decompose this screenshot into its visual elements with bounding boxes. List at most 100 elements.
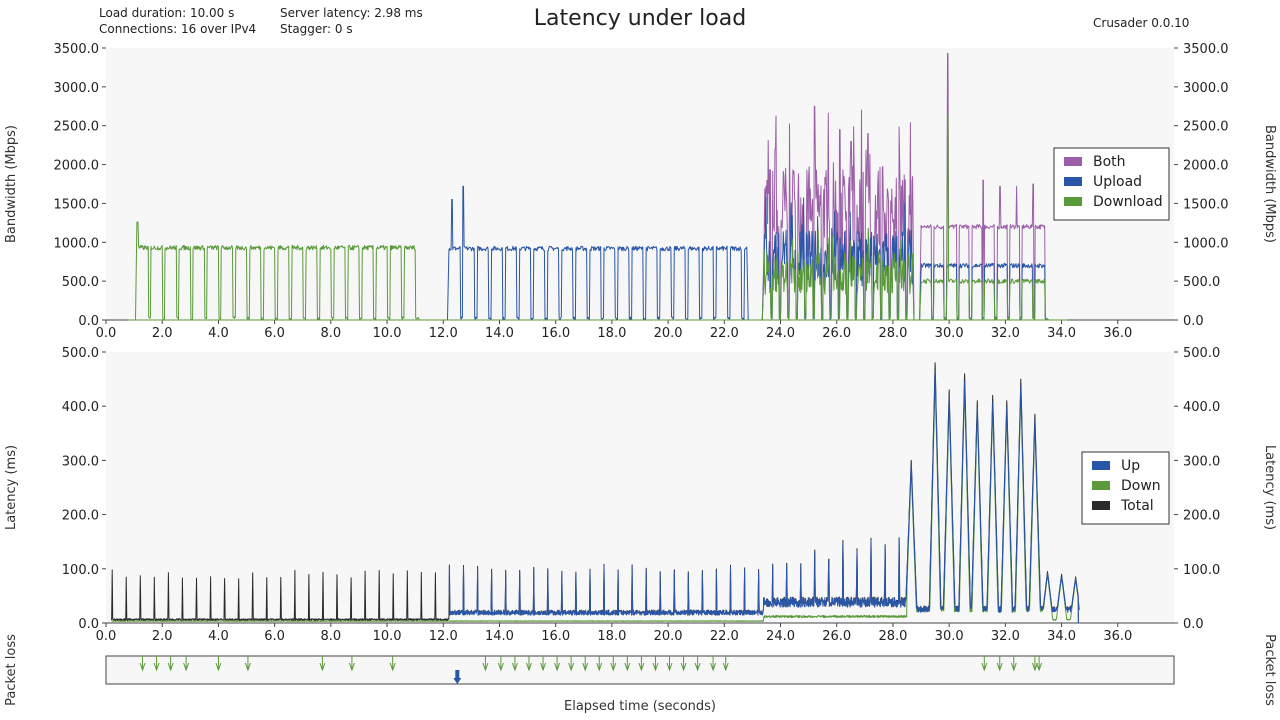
latency-ytick-label-right: 100.0 xyxy=(1183,563,1220,578)
chart-title: Latency under load xyxy=(533,6,747,31)
bandwidth-xtick-label: 16.0 xyxy=(541,326,570,341)
bandwidth-xtick-label: 0.0 xyxy=(96,326,117,341)
app-version: Crusader 0.0.10 xyxy=(1093,16,1190,30)
packet-loss-marker-download xyxy=(624,656,631,672)
packet-loss-marker-download xyxy=(996,656,1003,672)
bandwidth-ytick-label-left: 3500.0 xyxy=(54,42,100,57)
bandwidth-series-download xyxy=(135,113,1050,321)
latency-xtick-label: 6.0 xyxy=(264,629,285,644)
latency-plot-area xyxy=(106,352,1174,623)
bandwidth-xtick-label: 4.0 xyxy=(208,326,229,341)
bandwidth-xtick-label: 6.0 xyxy=(264,326,285,341)
packet-loss-marker-download xyxy=(244,656,251,672)
packet-loss-plot-area xyxy=(105,655,1175,685)
load-duration-label: Load duration: 10.00 s xyxy=(99,6,235,20)
packet-loss-marker-download xyxy=(638,656,645,672)
packet-loss-marker-download xyxy=(710,656,717,672)
packet-loss-marker-download xyxy=(680,656,687,672)
bandwidth-xtick-label: 14.0 xyxy=(485,326,514,341)
latency-legend-label-total: Total xyxy=(1120,498,1154,514)
latency-ytick-label-right: 200.0 xyxy=(1183,509,1220,524)
latency-xtick-label: 20.0 xyxy=(654,629,683,644)
packet-loss-marker-download xyxy=(694,656,701,672)
bandwidth-xtick-label: 32.0 xyxy=(991,326,1020,341)
packet-loss-marker-download xyxy=(497,656,504,672)
latency-xtick-label: 4.0 xyxy=(208,629,229,644)
packet-loss-marker-download xyxy=(139,656,146,672)
packet-loss-marker-download xyxy=(568,656,575,672)
latency-ytick-label-left: 500.0 xyxy=(62,346,99,361)
bandwidth-xtick-label: 24.0 xyxy=(766,326,795,341)
latency-xtick-label: 34.0 xyxy=(1047,629,1076,644)
packet-loss-marker-download xyxy=(215,656,222,672)
packet-loss-marker-download xyxy=(1031,656,1038,672)
packet-loss-marker-download xyxy=(511,656,518,672)
latency-xtick-label: 12.0 xyxy=(429,629,458,644)
packet-loss-marker-download xyxy=(596,656,603,672)
packet-loss-ylabel-right: Packet loss xyxy=(1262,634,1277,706)
latency-xtick-label: 22.0 xyxy=(710,629,739,644)
test-info-middle: Server latency: 2.98 ms Stagger: 0 s xyxy=(280,5,423,37)
packet-loss-marker-download xyxy=(1036,656,1043,672)
latency-xtick-label: 28.0 xyxy=(878,629,907,644)
packet-loss-marker-download xyxy=(722,656,729,672)
latency-ytick-label-right: 400.0 xyxy=(1183,400,1220,415)
bandwidth-xtick-label: 12.0 xyxy=(429,326,458,341)
latency-ytick-label-left: 200.0 xyxy=(62,509,99,524)
packet-loss-marker-upload xyxy=(453,670,462,684)
latency-ytick-label-left: 0.0 xyxy=(78,617,99,632)
packet-loss-marker-download xyxy=(153,656,160,672)
bandwidth-xtick-label: 26.0 xyxy=(822,326,851,341)
packet-loss-ylabel-left: Packet loss xyxy=(4,634,19,706)
bandwidth-ytick-label-right: 3000.0 xyxy=(1183,81,1229,96)
packet-loss-marker-download xyxy=(554,656,561,672)
packet-loss-marker-download xyxy=(389,656,396,672)
latency-xtick-label: 32.0 xyxy=(991,629,1020,644)
bandwidth-xtick-label: 8.0 xyxy=(320,326,341,341)
latency-xtick-label: 18.0 xyxy=(597,629,626,644)
packet-loss-marker-download xyxy=(482,656,489,672)
bandwidth-ytick-label-left: 500.0 xyxy=(62,275,99,290)
bandwidth-legend-label-both: Both xyxy=(1093,154,1126,170)
bandwidth-ytick-label-right: 2500.0 xyxy=(1183,120,1229,135)
bandwidth-legend-swatch-both xyxy=(1064,157,1082,166)
bandwidth-ytick-label-left: 1500.0 xyxy=(54,197,100,212)
bandwidth-ytick-label-left: 2000.0 xyxy=(54,159,100,174)
packet-loss-marker-download xyxy=(540,656,547,672)
bandwidth-xtick-label: 10.0 xyxy=(373,326,402,341)
packet-loss-marker-download xyxy=(1010,656,1017,672)
latency-ytick-label-left: 100.0 xyxy=(62,563,99,578)
latency-xtick-label: 14.0 xyxy=(485,629,514,644)
bandwidth-legend-swatch-download xyxy=(1064,197,1082,206)
bandwidth-ylabel-right: Bandwidth (Mbps) xyxy=(1262,125,1277,243)
bandwidth-ylabel-left: Bandwidth (Mbps) xyxy=(4,125,19,243)
packet-loss-marker-download xyxy=(981,656,988,672)
packet-loss-marker-download xyxy=(610,656,617,672)
latency-xtick-label: 2.0 xyxy=(152,629,173,644)
bandwidth-ytick-label-right: 1000.0 xyxy=(1183,236,1229,251)
packet-loss-marker-download xyxy=(582,656,589,672)
bandwidth-xtick-label: 20.0 xyxy=(654,326,683,341)
bandwidth-ytick-label-right: 2000.0 xyxy=(1183,159,1229,174)
packet-loss-marker-download xyxy=(183,656,190,672)
latency-legend-swatch-down xyxy=(1092,481,1110,490)
x-axis-label: Elapsed time (seconds) xyxy=(564,699,716,714)
latency-xtick-label: 0.0 xyxy=(96,629,117,644)
latency-xtick-label: 36.0 xyxy=(1103,629,1132,644)
bandwidth-ytick-label-right: 3500.0 xyxy=(1183,42,1229,57)
packet-loss-marker-download xyxy=(666,656,673,672)
packet-loss-marker-download xyxy=(167,656,174,672)
packet-loss-marker-download xyxy=(348,656,355,672)
bandwidth-legend-swatch-upload xyxy=(1064,177,1082,186)
bandwidth-ytick-label-right: 0.0 xyxy=(1183,314,1204,329)
latency-xtick-label: 8.0 xyxy=(320,629,341,644)
bandwidth-xtick-label: 34.0 xyxy=(1047,326,1076,341)
bandwidth-ytick-label-right: 1500.0 xyxy=(1183,197,1229,212)
latency-legend-label-up: Up xyxy=(1121,458,1140,474)
latency-legend-swatch-total xyxy=(1092,501,1110,510)
bandwidth-ytick-label-left: 2500.0 xyxy=(54,120,100,135)
latency-xtick-label: 16.0 xyxy=(541,629,570,644)
latency-xtick-label: 30.0 xyxy=(935,629,964,644)
bandwidth-series-both xyxy=(761,52,1049,321)
